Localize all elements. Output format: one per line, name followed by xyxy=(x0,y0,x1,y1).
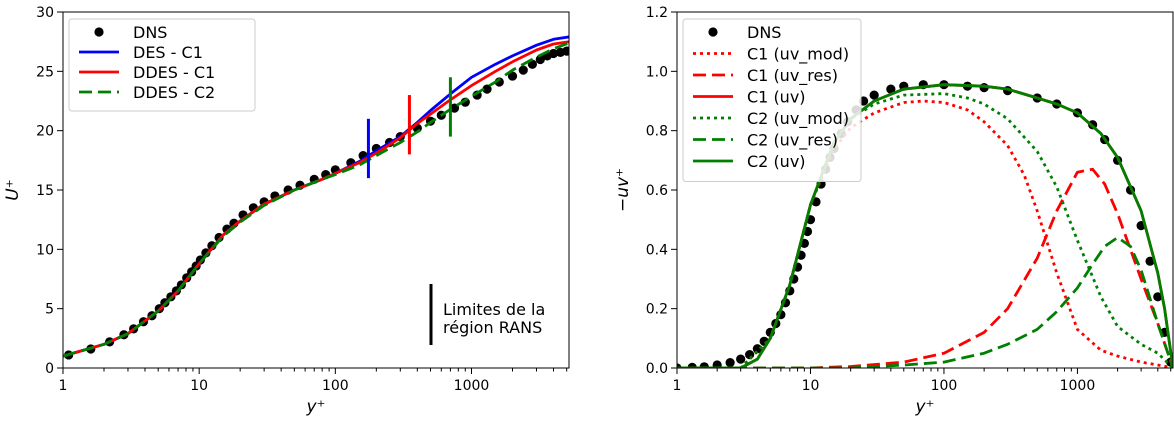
series-line xyxy=(677,167,1173,368)
legend-label: C1 (uv_mod) xyxy=(747,45,849,65)
x-axis-label: y⁺ xyxy=(305,397,325,417)
x-tick-label: 1 xyxy=(59,378,68,394)
legend-label: C1 (uv) xyxy=(747,88,806,107)
legend-box xyxy=(68,18,256,112)
data-point xyxy=(712,360,722,368)
series-line xyxy=(677,83,1173,368)
x-tick-label: 10 xyxy=(190,378,208,394)
data-point xyxy=(507,71,518,81)
x-axis-label: y⁺ xyxy=(914,397,934,417)
x-tick-label: 100 xyxy=(931,378,958,394)
y-tick-label: 10 xyxy=(36,242,54,258)
data-point xyxy=(886,84,896,94)
data-point xyxy=(736,354,746,364)
axes-frame xyxy=(676,11,1174,369)
y-tick-label: 25 xyxy=(36,64,54,80)
y-tick-label: 1.2 xyxy=(646,5,668,21)
data-point xyxy=(699,362,709,368)
y-tick-label: 0.8 xyxy=(646,124,668,140)
data-point xyxy=(752,344,762,354)
legend-swatch xyxy=(94,27,104,37)
x-tick-label: 100 xyxy=(322,378,349,394)
y-tick-label: 0.4 xyxy=(646,242,668,258)
data-point xyxy=(869,90,879,100)
x-tick-label: 10 xyxy=(802,378,820,394)
legend-label: DNS xyxy=(747,23,781,42)
y-tick-label: 20 xyxy=(36,124,54,140)
data-point xyxy=(562,46,569,56)
y-axis-label: U⁺ xyxy=(3,179,23,200)
x-tick-label: 1000 xyxy=(454,378,490,394)
annotation-text: région RANS xyxy=(443,318,542,337)
legend-box xyxy=(682,18,862,182)
legend-label: DES - C1 xyxy=(133,43,203,62)
y-tick-label: 1.0 xyxy=(646,64,668,80)
data-point xyxy=(535,54,545,65)
x-tick-label: 1000 xyxy=(1060,378,1096,394)
legend-label: C2 (uv) xyxy=(747,152,806,171)
series-line xyxy=(63,40,569,358)
legend-label: C2 (uv_res) xyxy=(747,131,838,151)
series-line xyxy=(63,41,569,358)
axes-frame xyxy=(62,11,570,369)
legend-label: DNS xyxy=(133,23,167,42)
y-tick-label: 5 xyxy=(45,302,54,318)
data-point xyxy=(1145,256,1155,266)
legend-label: C2 (uv_mod) xyxy=(747,109,849,129)
data-point xyxy=(482,84,492,94)
y-tick-label: 15 xyxy=(36,183,54,199)
x-tick-label: 1 xyxy=(673,378,682,394)
legend: DNS C1 (uv_mod)C1 (uv_res) C1 (uv) C2 (uv_m… xyxy=(682,18,862,182)
legend-label: C1 (uv_res) xyxy=(747,66,838,86)
data-point xyxy=(725,358,735,368)
data-point xyxy=(548,48,559,59)
data-point xyxy=(1153,292,1163,302)
y-axis-label: −uv⁺ xyxy=(613,168,633,212)
data-point xyxy=(449,103,460,113)
series-line xyxy=(677,236,1173,368)
data-point xyxy=(518,65,528,75)
y-tick-label: 0.2 xyxy=(646,302,668,318)
y-tick-label: 30 xyxy=(36,5,54,21)
y-tick-label: 0.0 xyxy=(646,361,668,377)
plot-area xyxy=(63,35,569,360)
annotation-text: Limites de la xyxy=(443,300,545,319)
panel-2: 1 10 100 1000 0.0 0.2 0.4 0.6 0.8 1.0 1.2 y⁺ −uv⁺ DNS… xyxy=(613,5,1174,417)
legend-label: DDES - C2 xyxy=(133,83,215,102)
y-tick-label: 0 xyxy=(45,361,54,377)
panel-1: 1 10 100 1000 0 5 10 15 20 25 30 y⁺ U⁺ Limites de lar… xyxy=(3,5,570,417)
legend-label: DDES - C1 xyxy=(133,63,215,82)
legend-swatch xyxy=(708,27,718,37)
y-tick-label: 0.6 xyxy=(646,183,668,199)
